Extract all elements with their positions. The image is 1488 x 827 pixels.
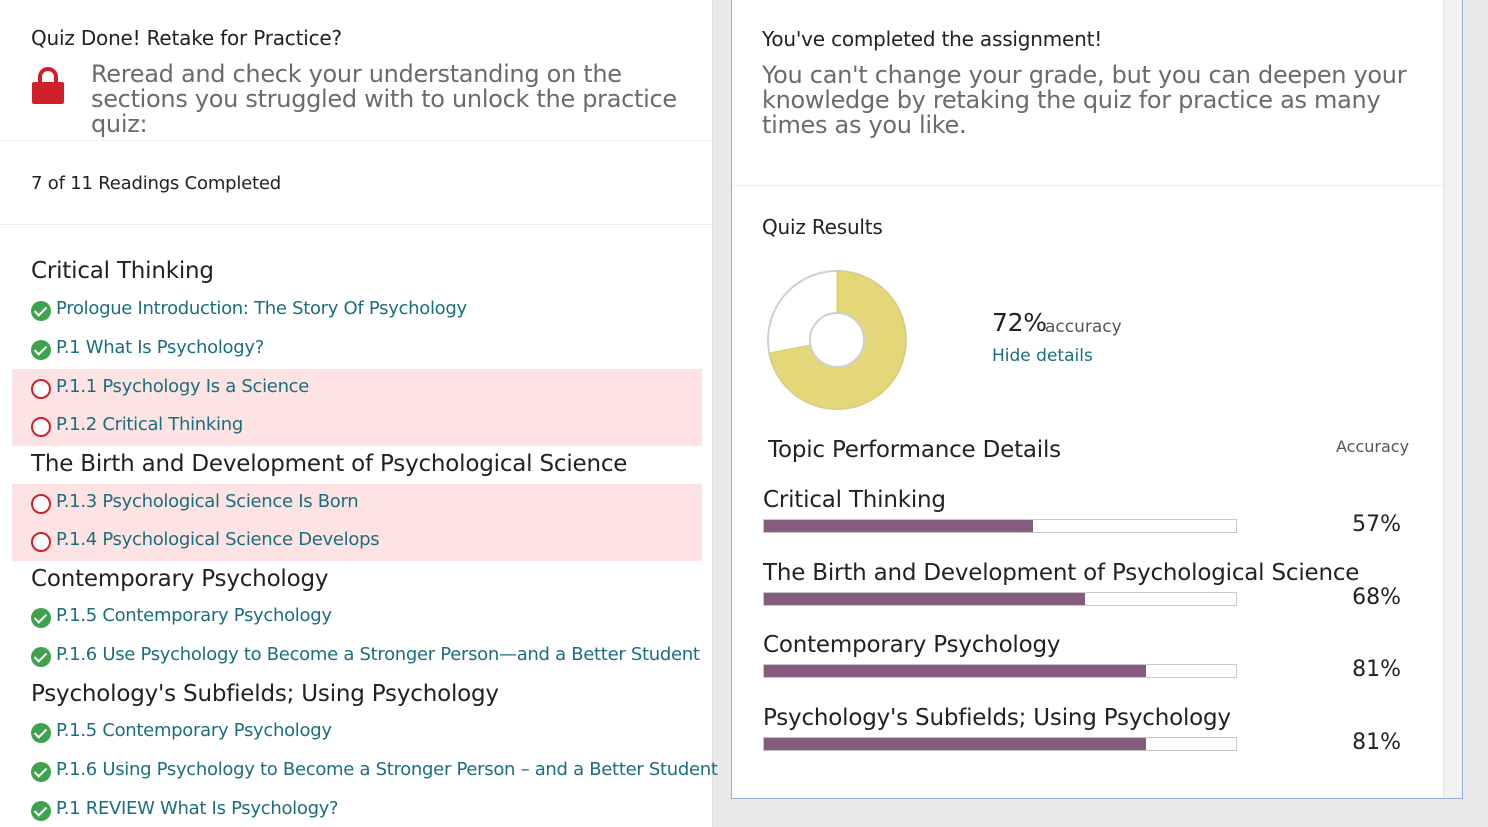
- accuracy-label: accuracy: [1045, 317, 1122, 337]
- reading-link[interactable]: Prologue Introduction: The Story Of Psyc…: [56, 298, 467, 319]
- reading-item[interactable]: P.1.6 Use Psychology to Become a Stronge…: [12, 637, 702, 675]
- reading-link[interactable]: P.1.5 Contemporary Psychology: [56, 605, 332, 626]
- topic-bar-fill: [764, 593, 1085, 605]
- section-heading: Contemporary Psychology: [31, 566, 329, 592]
- topic-row: The Birth and Development of Psychologic…: [763, 560, 1403, 620]
- reading-item[interactable]: P.1.6 Using Psychology to Become a Stron…: [12, 752, 718, 790]
- reading-link[interactable]: P.1.5 Contemporary Psychology: [56, 720, 332, 741]
- reading-item-struggled[interactable]: P.1.3 Psychological Science Is Born: [12, 484, 702, 522]
- reread-instructions: Reread and check your understanding on t…: [91, 60, 677, 138]
- readings-completed-count: 7 of 11 Readings Completed: [31, 173, 282, 194]
- topic-name: Contemporary Psychology: [763, 632, 1061, 658]
- section-heading: Critical Thinking: [31, 258, 214, 284]
- topic-accuracy: 68%: [1352, 585, 1401, 610]
- quiz-done-title: Quiz Done! Retake for Practice?: [31, 26, 342, 50]
- empty-circle-icon: [31, 417, 51, 437]
- check-circle-icon: [31, 301, 51, 321]
- topic-row: Contemporary Psychology 81%: [763, 632, 1403, 692]
- reading-item[interactable]: P.1.5 Contemporary Psychology: [12, 713, 702, 751]
- topic-bar-fill: [764, 520, 1034, 532]
- lock-icon: [32, 67, 64, 104]
- check-circle-icon: [31, 608, 51, 628]
- accuracy-donut-chart: [767, 270, 907, 410]
- accuracy-column-header: Accuracy: [1336, 437, 1410, 456]
- reading-link[interactable]: P.1.1 Psychology Is a Science: [56, 376, 310, 397]
- topic-name: The Birth and Development of Psychologic…: [763, 560, 1360, 586]
- readings-progress: 7 of 11 Readings Completed: [0, 141, 712, 225]
- topic-bar: [763, 737, 1237, 751]
- check-circle-icon: [31, 801, 51, 821]
- reading-link[interactable]: P.1.4 Psychological Science Develops: [56, 529, 380, 550]
- retake-header: Quiz Done! Retake for Practice? Reread a…: [0, 0, 712, 141]
- reading-item[interactable]: P.1 REVIEW What Is Psychology?: [12, 791, 702, 827]
- check-circle-icon: [31, 340, 51, 360]
- reading-link[interactable]: P.1.2 Critical Thinking: [56, 414, 243, 435]
- reading-link[interactable]: P.1.6 Using Psychology to Become a Stron…: [56, 759, 718, 780]
- topic-accuracy: 81%: [1352, 657, 1401, 682]
- reading-item-struggled[interactable]: P.1.4 Psychological Science Develops: [12, 522, 702, 561]
- check-circle-icon: [31, 723, 51, 743]
- scrollbar[interactable]: [1443, 0, 1462, 798]
- completed-message: You can't change your grade, but you can…: [762, 61, 1407, 139]
- empty-circle-icon: [31, 379, 51, 399]
- results-panel: You've completed the assignment! You can…: [731, 0, 1463, 799]
- empty-circle-icon: [31, 494, 51, 514]
- topic-performance-title: Topic Performance Details: [768, 437, 1061, 463]
- topic-bar: [763, 664, 1237, 678]
- topic-name: Psychology's Subfields; Using Psychology: [763, 705, 1231, 731]
- readings-panel: Quiz Done! Retake for Practice? Reread a…: [0, 0, 718, 827]
- topic-bar: [763, 519, 1237, 533]
- accuracy-value: 72%: [992, 308, 1047, 337]
- topic-row: Psychology's Subfields; Using Psychology…: [763, 705, 1403, 765]
- completed-header: You've completed the assignment! You can…: [732, 0, 1444, 186]
- reading-link[interactable]: P.1 REVIEW What Is Psychology?: [56, 798, 339, 819]
- section-heading: Psychology's Subfields; Using Psychology: [31, 681, 499, 707]
- topic-bar: [763, 592, 1237, 606]
- reading-item-struggled[interactable]: P.1.2 Critical Thinking: [12, 407, 702, 446]
- topic-bar-fill: [764, 738, 1147, 750]
- reading-link[interactable]: P.1.6 Use Psychology to Become a Stronge…: [56, 644, 700, 665]
- section-heading: The Birth and Development of Psychologic…: [31, 451, 628, 477]
- reading-item[interactable]: P.1.5 Contemporary Psychology: [12, 598, 702, 636]
- reading-link[interactable]: P.1.3 Psychological Science Is Born: [56, 491, 359, 512]
- reading-item[interactable]: P.1 What Is Psychology?: [12, 330, 702, 368]
- empty-circle-icon: [31, 532, 51, 552]
- topic-row: Critical Thinking 57%: [763, 487, 1403, 547]
- topic-accuracy: 81%: [1352, 730, 1401, 755]
- reading-link[interactable]: P.1 What Is Psychology?: [56, 337, 265, 358]
- topic-name: Critical Thinking: [763, 487, 946, 513]
- check-circle-icon: [31, 647, 51, 667]
- reading-item-struggled[interactable]: P.1.1 Psychology Is a Science: [12, 369, 702, 407]
- completed-title: You've completed the assignment!: [762, 27, 1103, 51]
- topic-accuracy: 57%: [1352, 512, 1401, 537]
- hide-details-link[interactable]: Hide details: [992, 346, 1093, 366]
- reading-item[interactable]: Prologue Introduction: The Story Of Psyc…: [12, 291, 702, 329]
- quiz-results-title: Quiz Results: [762, 215, 883, 239]
- topic-bar-fill: [764, 665, 1147, 677]
- check-circle-icon: [31, 762, 51, 782]
